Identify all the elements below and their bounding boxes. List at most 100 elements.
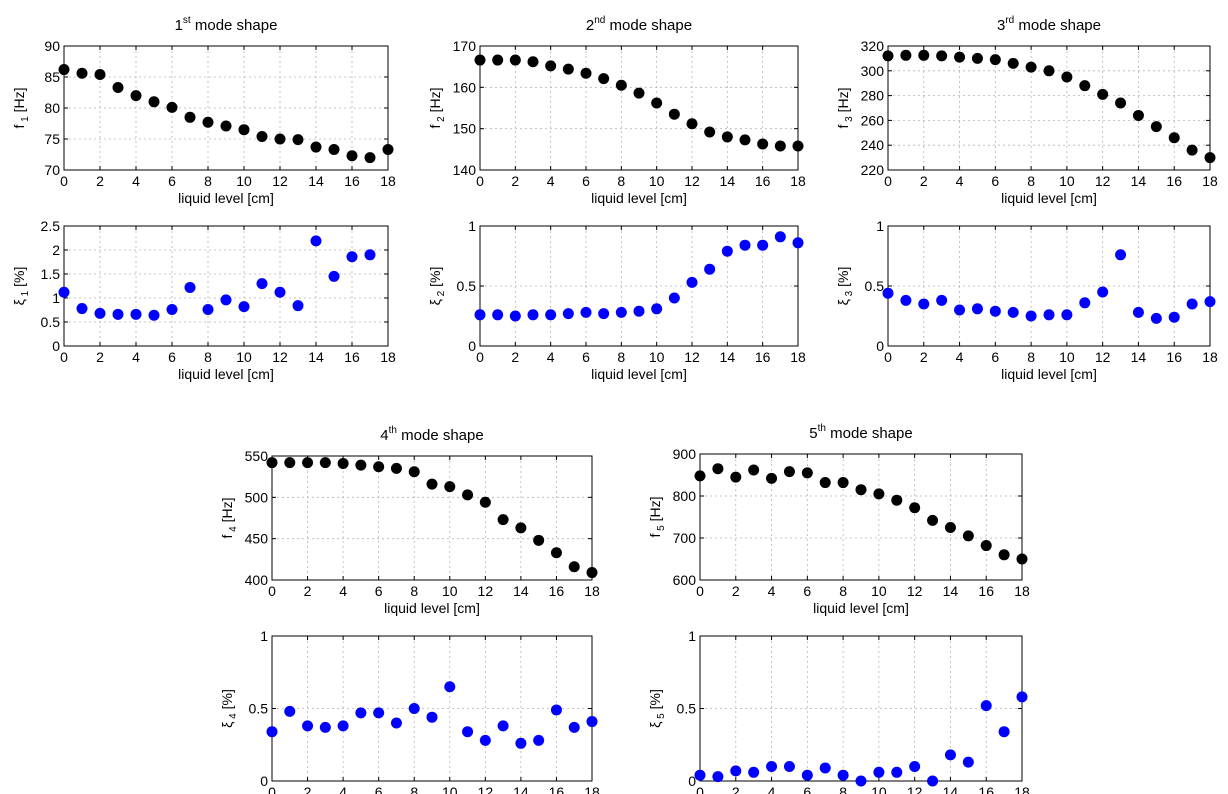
- chart-title-text: mode shape: [1014, 17, 1101, 34]
- x-tick-label: 0: [884, 173, 892, 189]
- data-point: [562, 308, 574, 320]
- x-tick-label: 8: [1027, 349, 1035, 365]
- y-tick-label: 1: [52, 290, 60, 306]
- data-point: [792, 140, 804, 152]
- x-tick-label: 18: [584, 583, 600, 599]
- data-point: [373, 707, 385, 719]
- data-point: [694, 470, 706, 482]
- data-point: [580, 67, 592, 79]
- data-point: [944, 749, 956, 761]
- data-point: [686, 276, 698, 288]
- y-axis-label: f 2 [Hz]: [427, 87, 447, 128]
- data-point: [1168, 132, 1180, 144]
- y-axis-label: ξ 5 [%]: [647, 689, 667, 728]
- data-point: [962, 530, 974, 542]
- x-tick-label: 14: [720, 349, 736, 365]
- data-point: [586, 567, 598, 579]
- data-point: [944, 522, 956, 533]
- y-axis-label-unit: [%]: [11, 267, 27, 291]
- y-tick-label: 80: [44, 100, 60, 116]
- y-axis-label-unit: [%]: [835, 267, 851, 291]
- data-point: [989, 54, 1001, 66]
- data-point: [739, 134, 751, 146]
- x-tick-label: 4: [132, 349, 140, 365]
- data-point: [497, 720, 509, 732]
- x-tick-label: 14: [513, 583, 529, 599]
- y-axis-label: ξ 1 [%]: [11, 267, 31, 306]
- x-tick-label: 8: [839, 583, 847, 599]
- y-tick-label: 0: [260, 773, 268, 789]
- y-tick-label: 320: [861, 38, 885, 54]
- data-point: [238, 301, 250, 313]
- y-axis-label-symbol: ξ: [427, 299, 443, 305]
- x-tick-label: 0: [268, 784, 276, 794]
- data-point: [364, 249, 376, 261]
- chart-title-number: 5: [809, 425, 817, 442]
- y-axis-label-symbol: f: [219, 535, 235, 539]
- data-point: [980, 540, 992, 552]
- data-point: [1043, 65, 1055, 77]
- data-point: [774, 231, 786, 243]
- x-tick-label: 16: [978, 583, 994, 599]
- x-tick-label: 14: [513, 784, 529, 794]
- data-point: [882, 287, 894, 299]
- data-point: [527, 309, 539, 321]
- data-point: [364, 152, 376, 164]
- data-point: [426, 711, 438, 723]
- y-tick-label: 500: [245, 489, 269, 505]
- chart-title-superscript: nd: [594, 15, 605, 26]
- x-tick-label: 6: [582, 173, 590, 189]
- data-point: [900, 294, 912, 306]
- x-tick-label: 16: [344, 173, 360, 189]
- x-axis-label: liquid level [cm]: [1001, 366, 1097, 382]
- data-point: [76, 67, 88, 79]
- y-axis-label-subscript: 4: [228, 526, 239, 535]
- data-point: [319, 457, 331, 469]
- x-axis-label: liquid level [cm]: [591, 366, 687, 382]
- x-tick-label: 12: [272, 173, 288, 189]
- data-point: [615, 306, 627, 318]
- data-point: [390, 717, 402, 729]
- data-point: [918, 49, 930, 61]
- x-tick-label: 8: [410, 583, 418, 599]
- data-point: [909, 761, 921, 772]
- chart-panel-1: 0 2 4 6 8 10 12 14 16 18 70 75 80 85 90 liquid level [c…: [11, 15, 396, 206]
- y-axis-label-unit: [Hz]: [835, 87, 851, 116]
- data-point: [382, 144, 394, 156]
- data-point: [783, 466, 795, 478]
- data-point: [783, 761, 795, 772]
- plot-frame: [271, 455, 593, 581]
- x-tick-label: 12: [272, 349, 288, 365]
- y-axis-label-subscript: 1: [20, 116, 31, 125]
- data-point: [256, 278, 268, 290]
- data-point: [891, 766, 903, 778]
- x-tick-label: 0: [60, 349, 68, 365]
- data-point: [148, 309, 160, 321]
- y-tick-label: 1: [260, 628, 268, 644]
- data-point: [971, 303, 983, 315]
- data-point: [1016, 553, 1028, 565]
- y-axis-label-subscript: 4: [228, 713, 239, 722]
- data-point: [998, 549, 1010, 561]
- x-tick-label: 6: [991, 349, 999, 365]
- data-point: [704, 263, 716, 275]
- x-tick-label: 18: [790, 349, 806, 365]
- x-tick-label: 14: [1131, 349, 1147, 365]
- y-tick-label: 2: [52, 242, 60, 258]
- data-point: [545, 309, 557, 321]
- data-point: [819, 477, 831, 489]
- x-tick-label: 2: [511, 349, 519, 365]
- data-point: [256, 131, 268, 143]
- data-point: [220, 120, 232, 132]
- chart-title: 1st mode shape: [175, 15, 278, 34]
- data-point: [668, 292, 680, 304]
- y-tick-label: 550: [245, 448, 269, 464]
- data-point: [166, 304, 178, 316]
- y-tick-label: 2.5: [41, 218, 61, 234]
- data-point: [757, 138, 769, 150]
- x-tick-label: 4: [547, 349, 555, 365]
- data-point: [408, 466, 420, 478]
- x-tick-label: 6: [168, 173, 176, 189]
- data-point: [130, 90, 142, 102]
